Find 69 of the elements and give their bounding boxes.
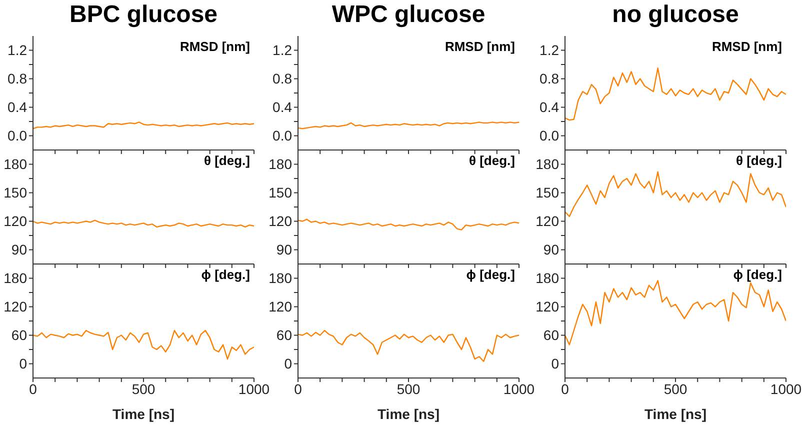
chart-title: WPC glucose (330, 1, 486, 29)
x-tick-label: 500 (132, 380, 156, 397)
y-tick-label: 0.0 (272, 128, 292, 144)
annotation: RMSD [nm] (712, 39, 782, 54)
y-tick-label: 90 (543, 242, 560, 258)
line-series (33, 122, 254, 130)
x-tick-label: 0 (561, 380, 570, 397)
y-tick-label: 1.2 (540, 42, 560, 58)
x-tick-label: 1000 (238, 380, 270, 397)
line-series (565, 67, 786, 121)
y-tick-label: 180 (4, 156, 28, 172)
annotation: RMSD [nm] (444, 39, 515, 54)
line-series (298, 218, 519, 230)
y-tick-label: 120 (4, 298, 28, 315)
y-tick-label: 0.0 (540, 128, 560, 144)
y-tick-label: 180 (536, 270, 560, 286)
annotation: RMSD [nm] (180, 39, 250, 54)
y-tick-label: 0 (284, 356, 292, 372)
y-tick-label: 120 (268, 213, 292, 230)
y-tick-label: 0.4 (540, 99, 560, 116)
y-tick-label: 60 (11, 327, 28, 344)
line-series (33, 330, 254, 360)
x-tick-label: 0 (29, 380, 38, 397)
annotation: ϕ [deg.] (733, 267, 782, 282)
y-tick-label: 0.8 (8, 70, 28, 87)
y-tick-label: 120 (536, 213, 560, 230)
y-tick-label: 60 (276, 327, 292, 344)
line-series (298, 122, 519, 130)
y-tick-label: 150 (536, 184, 560, 201)
y-tick-label: 150 (268, 184, 292, 201)
y-tick-label: 180 (268, 156, 292, 172)
y-tick-label: 0.4 (8, 99, 28, 116)
y-tick-label: 120 (536, 298, 560, 315)
y-tick-label: 180 (268, 270, 292, 286)
annotation: θ [deg.] (204, 153, 250, 168)
y-tick-label: 1.2 (272, 42, 292, 58)
x-axis-title: Time [ns] (644, 406, 706, 422)
y-tick-label: 0 (19, 356, 28, 372)
x-tick-label: 1000 (770, 380, 802, 397)
y-tick-label: 0.4 (272, 99, 292, 116)
x-tick-label: 1000 (503, 380, 535, 397)
y-tick-label: 90 (276, 242, 292, 258)
y-tick-label: 0.8 (272, 70, 292, 87)
chart-title: no glucose (611, 1, 740, 29)
y-tick-label: 120 (268, 298, 292, 315)
y-tick-label: 1.2 (8, 42, 28, 58)
annotation: θ [deg.] (736, 153, 782, 168)
line-series (298, 330, 519, 362)
y-tick-label: 120 (4, 213, 28, 230)
annotation: θ [deg.] (468, 153, 515, 168)
y-tick-label: 0 (551, 356, 560, 372)
line-series (565, 280, 786, 346)
line-series (565, 171, 786, 218)
x-tick-label: 500 (664, 380, 688, 397)
y-tick-label: 60 (543, 327, 560, 344)
x-axis-title: Time [ns] (112, 406, 174, 422)
y-tick-label: 180 (4, 270, 28, 286)
x-axis-title: Time [ns] (378, 406, 440, 422)
y-tick-label: 180 (536, 156, 560, 172)
x-tick-label: 0 (294, 380, 302, 397)
x-tick-label: 500 (396, 380, 420, 397)
annotation: ϕ [deg.] (201, 267, 250, 282)
chart-title: BPC glucose (68, 1, 219, 29)
y-tick-label: 0.0 (8, 128, 28, 144)
y-tick-label: 150 (4, 184, 28, 201)
y-tick-label: 90 (11, 242, 28, 258)
line-series (33, 220, 254, 228)
annotation: ϕ [deg.] (466, 267, 515, 282)
y-tick-label: 0.8 (540, 70, 560, 87)
